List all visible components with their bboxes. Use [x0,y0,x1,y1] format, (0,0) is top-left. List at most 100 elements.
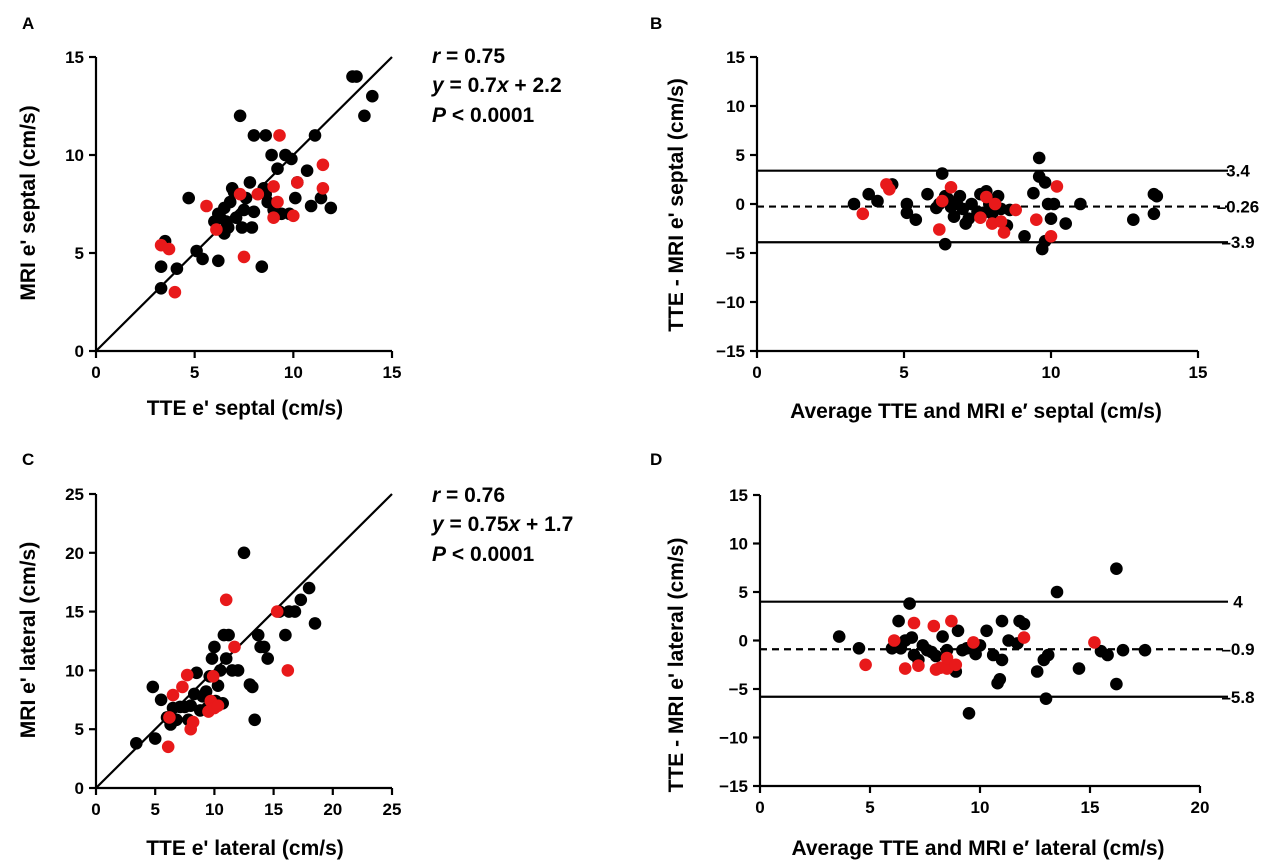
panel-a-point-red [233,187,247,201]
panel-c-point-black [308,617,322,630]
panel-b-point-black [1147,207,1161,221]
panel-d: D 0 5 10 15 20 −15 −10 −5 0 5 10 15 4 –0.9 –5.8 Averag… [650,450,1255,860]
panel-a-xlabel: TTE e' septal (cm/s) [147,397,343,420]
panel-b-line-label: –3.9 [1221,233,1254,252]
panel-c-point-red [211,699,225,712]
panel-a-point-red [291,176,304,189]
panel-b-letter: B [650,14,662,33]
panel-c-y-tick-label: 10 [65,661,84,680]
panel-a-point-red [162,242,176,256]
panel-d-y-tick-label: 15 [729,486,748,505]
panel-c-point-black [130,737,143,750]
panel-a-stat-r: r = 0.75 [432,45,505,68]
panel-b-point-black [938,237,952,251]
panel-a-point-black [182,191,195,205]
panel-c-point-black [184,699,197,712]
panel-b-point-black [953,189,967,203]
panel-b-line-label: –0.26 [1217,198,1260,217]
panel-c-point-red [219,593,233,607]
panel-d-y-tick-label: 0 [739,632,748,651]
panel-d-point-black [951,624,965,638]
panel-a-point-red [271,195,284,209]
panel-a-point-black [235,221,249,234]
panel-b-point-black [1074,197,1087,211]
panel-c-point-black [190,666,203,680]
panel-d-line-label: –0.9 [1221,640,1254,659]
panel-a-point-black [308,129,322,142]
panel-d-point-red [945,614,958,628]
panel-d-point-black [903,597,916,610]
panel-a-y-tick-label: 10 [65,146,84,165]
panel-c-point-red [176,680,189,694]
panel-c-x-tick-label: 20 [323,800,342,819]
panel-b-point-black [921,187,934,201]
panel-d-point-red [940,651,954,665]
panel-d-point-black [1110,562,1123,575]
panel-c-x-tick-label: 5 [150,800,159,819]
panel-d-ylabel: TTE - MRI e' lateral (cm/s) [665,538,688,793]
panel-c-point-black [219,652,233,665]
panel-a-ylabel: MRI e' septal (cm/s) [17,105,40,300]
panel-a-point-red [287,209,300,223]
panel-c-point-red [161,740,175,754]
panel-d-point-red [898,662,912,675]
panel-c-point-black [294,593,308,607]
panel-d-point-black [1039,692,1053,705]
panel-a-y-tick-label: 0 [75,342,84,361]
panel-c-letter: C [22,450,34,469]
panel-b-point-black [1018,230,1031,243]
panel-d-point-red [927,619,941,633]
panel-a-x-tick-label: 0 [91,363,100,382]
panel-a-x-tick-label: 5 [190,363,199,382]
panel-d-point-black [929,649,943,663]
panel-a-point-black [289,191,302,205]
panel-d-y-tick-label: −5 [729,680,748,699]
panel-c-point-black [248,713,261,727]
panel-c-point-black [251,628,265,642]
panel-a-point-black [259,129,273,142]
panel-a-point-black [154,282,168,295]
panel-b-point-black [862,187,875,201]
panel-d-x-tick-label: 10 [971,798,990,817]
panel-b-point-red [974,211,987,224]
panel-a-point-black [300,164,314,177]
panel-c-y-tick-label: 0 [75,779,84,798]
panel-a: A 0 5 10 15 0 5 10 15 TTE e' septal (cm/s) MRI … [17,14,562,420]
panel-d-point-red [887,634,901,647]
panel-d-x-tick-label: 5 [865,798,874,817]
panel-d-letter: D [650,450,662,469]
panel-b-point-red [988,197,1002,211]
panel-a-point-black [154,260,168,274]
panel-b-point-red [883,183,896,196]
panel-d-point-red [912,659,925,672]
panel-c: C 0 5 10 15 20 25 0 5 10 15 20 25 TTE e' lateral (c… [17,450,573,860]
panel-d-xlabel: Average TTE and MRI e′ lateral (cm/s) [791,837,1164,860]
panel-b-point-black [1047,197,1061,211]
panel-a-point-black [223,195,237,209]
panel-b-point-black [947,210,961,223]
panel-b: B 0 5 10 15 −15 −10 −5 0 5 10 15 3.4 –0.26 –3.9 Avera… [650,14,1259,423]
panel-b-y-tick-label: 5 [736,146,745,165]
panel-c-point-black [279,628,292,642]
panel-a-stat-p: P < 0.0001 [432,104,534,127]
panel-b-point-red [1009,203,1022,217]
panel-a-point-red [251,187,265,201]
panel-a-point-black [196,252,209,266]
panel-d-point-red [967,636,980,649]
panel-b-point-black [1150,189,1164,203]
panel-a-point-red [237,250,251,264]
panel-a-letter: A [22,14,34,33]
panel-a-x-tick-label: 15 [383,363,402,382]
panel-c-point-black [148,732,162,745]
panel-b-line-label: 3.4 [1226,162,1250,181]
panel-a-point-black [265,148,278,162]
panel-c-x-tick-label: 10 [205,800,224,819]
panel-a-point-black [221,221,235,234]
panel-a-point-black [237,203,251,217]
panel-a-point-black [212,254,225,268]
panel-b-x-tick-label: 10 [1042,363,1061,382]
panel-d-point-black [832,630,846,643]
panel-c-x-tick-label: 0 [91,800,100,819]
panel-b-y-tick-label: 15 [726,48,745,67]
panel-b-point-black [1044,212,1058,225]
